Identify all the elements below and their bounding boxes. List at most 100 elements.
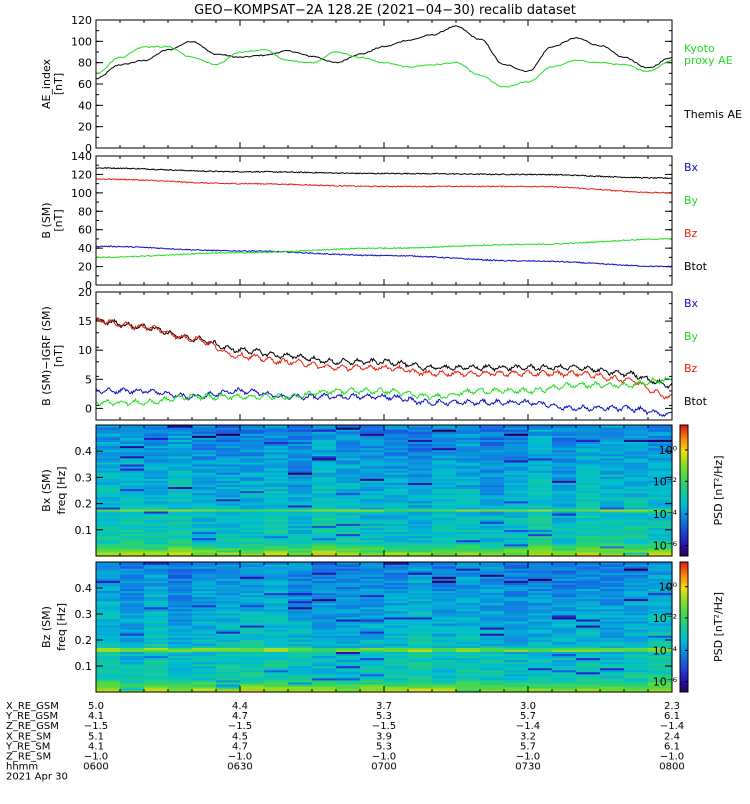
spectrogram-cell xyxy=(456,523,481,526)
spectrogram-cell xyxy=(360,598,385,602)
spectrogram-cell xyxy=(120,687,145,691)
spectrogram-cell xyxy=(336,537,361,541)
spectrogram-cell xyxy=(336,439,361,442)
spectrogram-cell xyxy=(480,494,505,498)
spectrogram-cell xyxy=(168,649,193,652)
spectrogram-cell xyxy=(144,651,169,655)
spectrogram-cell xyxy=(528,574,553,577)
spectrogram-cell xyxy=(528,521,553,524)
y-axis-label: AE_index xyxy=(40,58,53,109)
spectrogram-cell xyxy=(96,572,121,575)
spectrogram-cell xyxy=(120,622,145,626)
y-tick-label: 60 xyxy=(78,78,92,91)
spectrogram-cell xyxy=(480,562,505,565)
spectrogram-cell xyxy=(192,476,217,479)
spectrogram-cell xyxy=(360,498,385,502)
spectrogram-cell xyxy=(384,506,409,510)
spectrogram-cell xyxy=(576,584,601,587)
spectrogram-cell xyxy=(264,582,289,585)
spectrogram-cell xyxy=(96,629,121,632)
spectrogram-cell xyxy=(288,606,313,610)
spectrogram-cell xyxy=(264,525,289,528)
spectrogram-cell xyxy=(192,453,217,457)
spectrogram-cell xyxy=(624,633,649,636)
spectrogram-cell xyxy=(120,657,145,661)
spectrogram-cell xyxy=(528,431,553,434)
spectrogram-cell xyxy=(264,685,289,689)
spectrogram-cell xyxy=(360,620,385,624)
spectrogram-cell xyxy=(576,500,601,504)
spectrogram-cell xyxy=(408,549,433,553)
spectrogram-cell xyxy=(336,515,361,518)
spectrogram-cell xyxy=(96,476,121,479)
spectrogram-cell xyxy=(456,622,481,626)
spectrogram-cell xyxy=(144,433,169,436)
spectrogram-cell xyxy=(408,610,433,614)
spectrogram-cell xyxy=(288,541,313,545)
spectrogram-cell xyxy=(120,612,145,616)
spectrogram-cell xyxy=(624,553,649,557)
spectrogram-cell xyxy=(120,553,145,557)
spectrogram-cell xyxy=(144,687,169,691)
spectrogram-cell xyxy=(576,492,601,496)
spectrogram-cell xyxy=(120,517,145,520)
spectrogram-cell xyxy=(192,661,217,665)
spectrogram-cell xyxy=(168,545,193,549)
spectrogram-cell xyxy=(648,429,673,432)
spectrogram-cell xyxy=(648,582,673,585)
spectrogram-cell xyxy=(216,453,241,457)
spectrogram-cell xyxy=(312,631,337,634)
spectrogram-cell xyxy=(624,631,649,634)
spectrogram-cell xyxy=(576,582,601,585)
spectrogram-cell xyxy=(120,590,145,594)
spectrogram-cell xyxy=(384,683,409,687)
spectrogram-cell xyxy=(552,653,577,657)
spectrogram-cell xyxy=(240,588,265,592)
spectrogram-cell xyxy=(240,641,265,644)
spectrogram-cell xyxy=(264,667,289,671)
spectrogram-cell xyxy=(432,679,457,683)
spectrogram-cell xyxy=(408,488,433,492)
spectrogram-cell xyxy=(576,529,601,533)
spectrogram-cell xyxy=(120,439,145,442)
spectrogram-cell xyxy=(240,461,265,465)
spectrogram-cell xyxy=(384,685,409,689)
y-tick-label: 0 xyxy=(85,279,92,292)
spectrogram-cell xyxy=(648,685,673,689)
spectrogram-cell xyxy=(120,486,145,490)
spectrogram-cell xyxy=(456,488,481,492)
spectrogram-cell xyxy=(264,574,289,577)
spectrogram-cell xyxy=(96,541,121,545)
spectrogram-cell xyxy=(192,606,217,610)
spectrogram-cell xyxy=(312,553,337,557)
spectrogram-cell xyxy=(600,576,625,579)
spectrogram-cell xyxy=(168,461,193,465)
y-axis-label: Bz (SM) xyxy=(40,606,53,648)
spectrogram-cell xyxy=(552,576,577,579)
spectrogram-cell xyxy=(216,687,241,691)
spectrogram-cell xyxy=(288,572,313,575)
spectrogram-cell xyxy=(216,635,241,638)
spectrogram-cell xyxy=(648,661,673,665)
spectrogram-cell xyxy=(216,598,241,602)
spectrogram-cell xyxy=(192,566,217,569)
spectrogram-cell xyxy=(288,453,313,457)
spectrogram-cell xyxy=(432,508,457,512)
spectrogram-cell xyxy=(336,689,361,693)
spectrogram-cell xyxy=(456,529,481,533)
spectrogram-cell xyxy=(384,549,409,553)
spectrogram-cell xyxy=(384,429,409,432)
spectrogram-cell xyxy=(576,513,601,516)
spectrogram-cell xyxy=(360,535,385,539)
spectrogram-cell xyxy=(264,618,289,622)
spectrogram-cell xyxy=(168,494,193,498)
spectrogram-cell xyxy=(576,629,601,632)
spectrogram-cell xyxy=(576,521,601,524)
orbit-value: −1.4 xyxy=(516,721,540,732)
spectrogram-cell xyxy=(288,562,313,565)
spectrogram-cell xyxy=(120,665,145,669)
spectrogram-cell xyxy=(240,667,265,671)
spectrogram-cell xyxy=(144,453,169,457)
orbit-value: 4.5 xyxy=(232,731,248,742)
spectrogram-cell xyxy=(384,537,409,541)
